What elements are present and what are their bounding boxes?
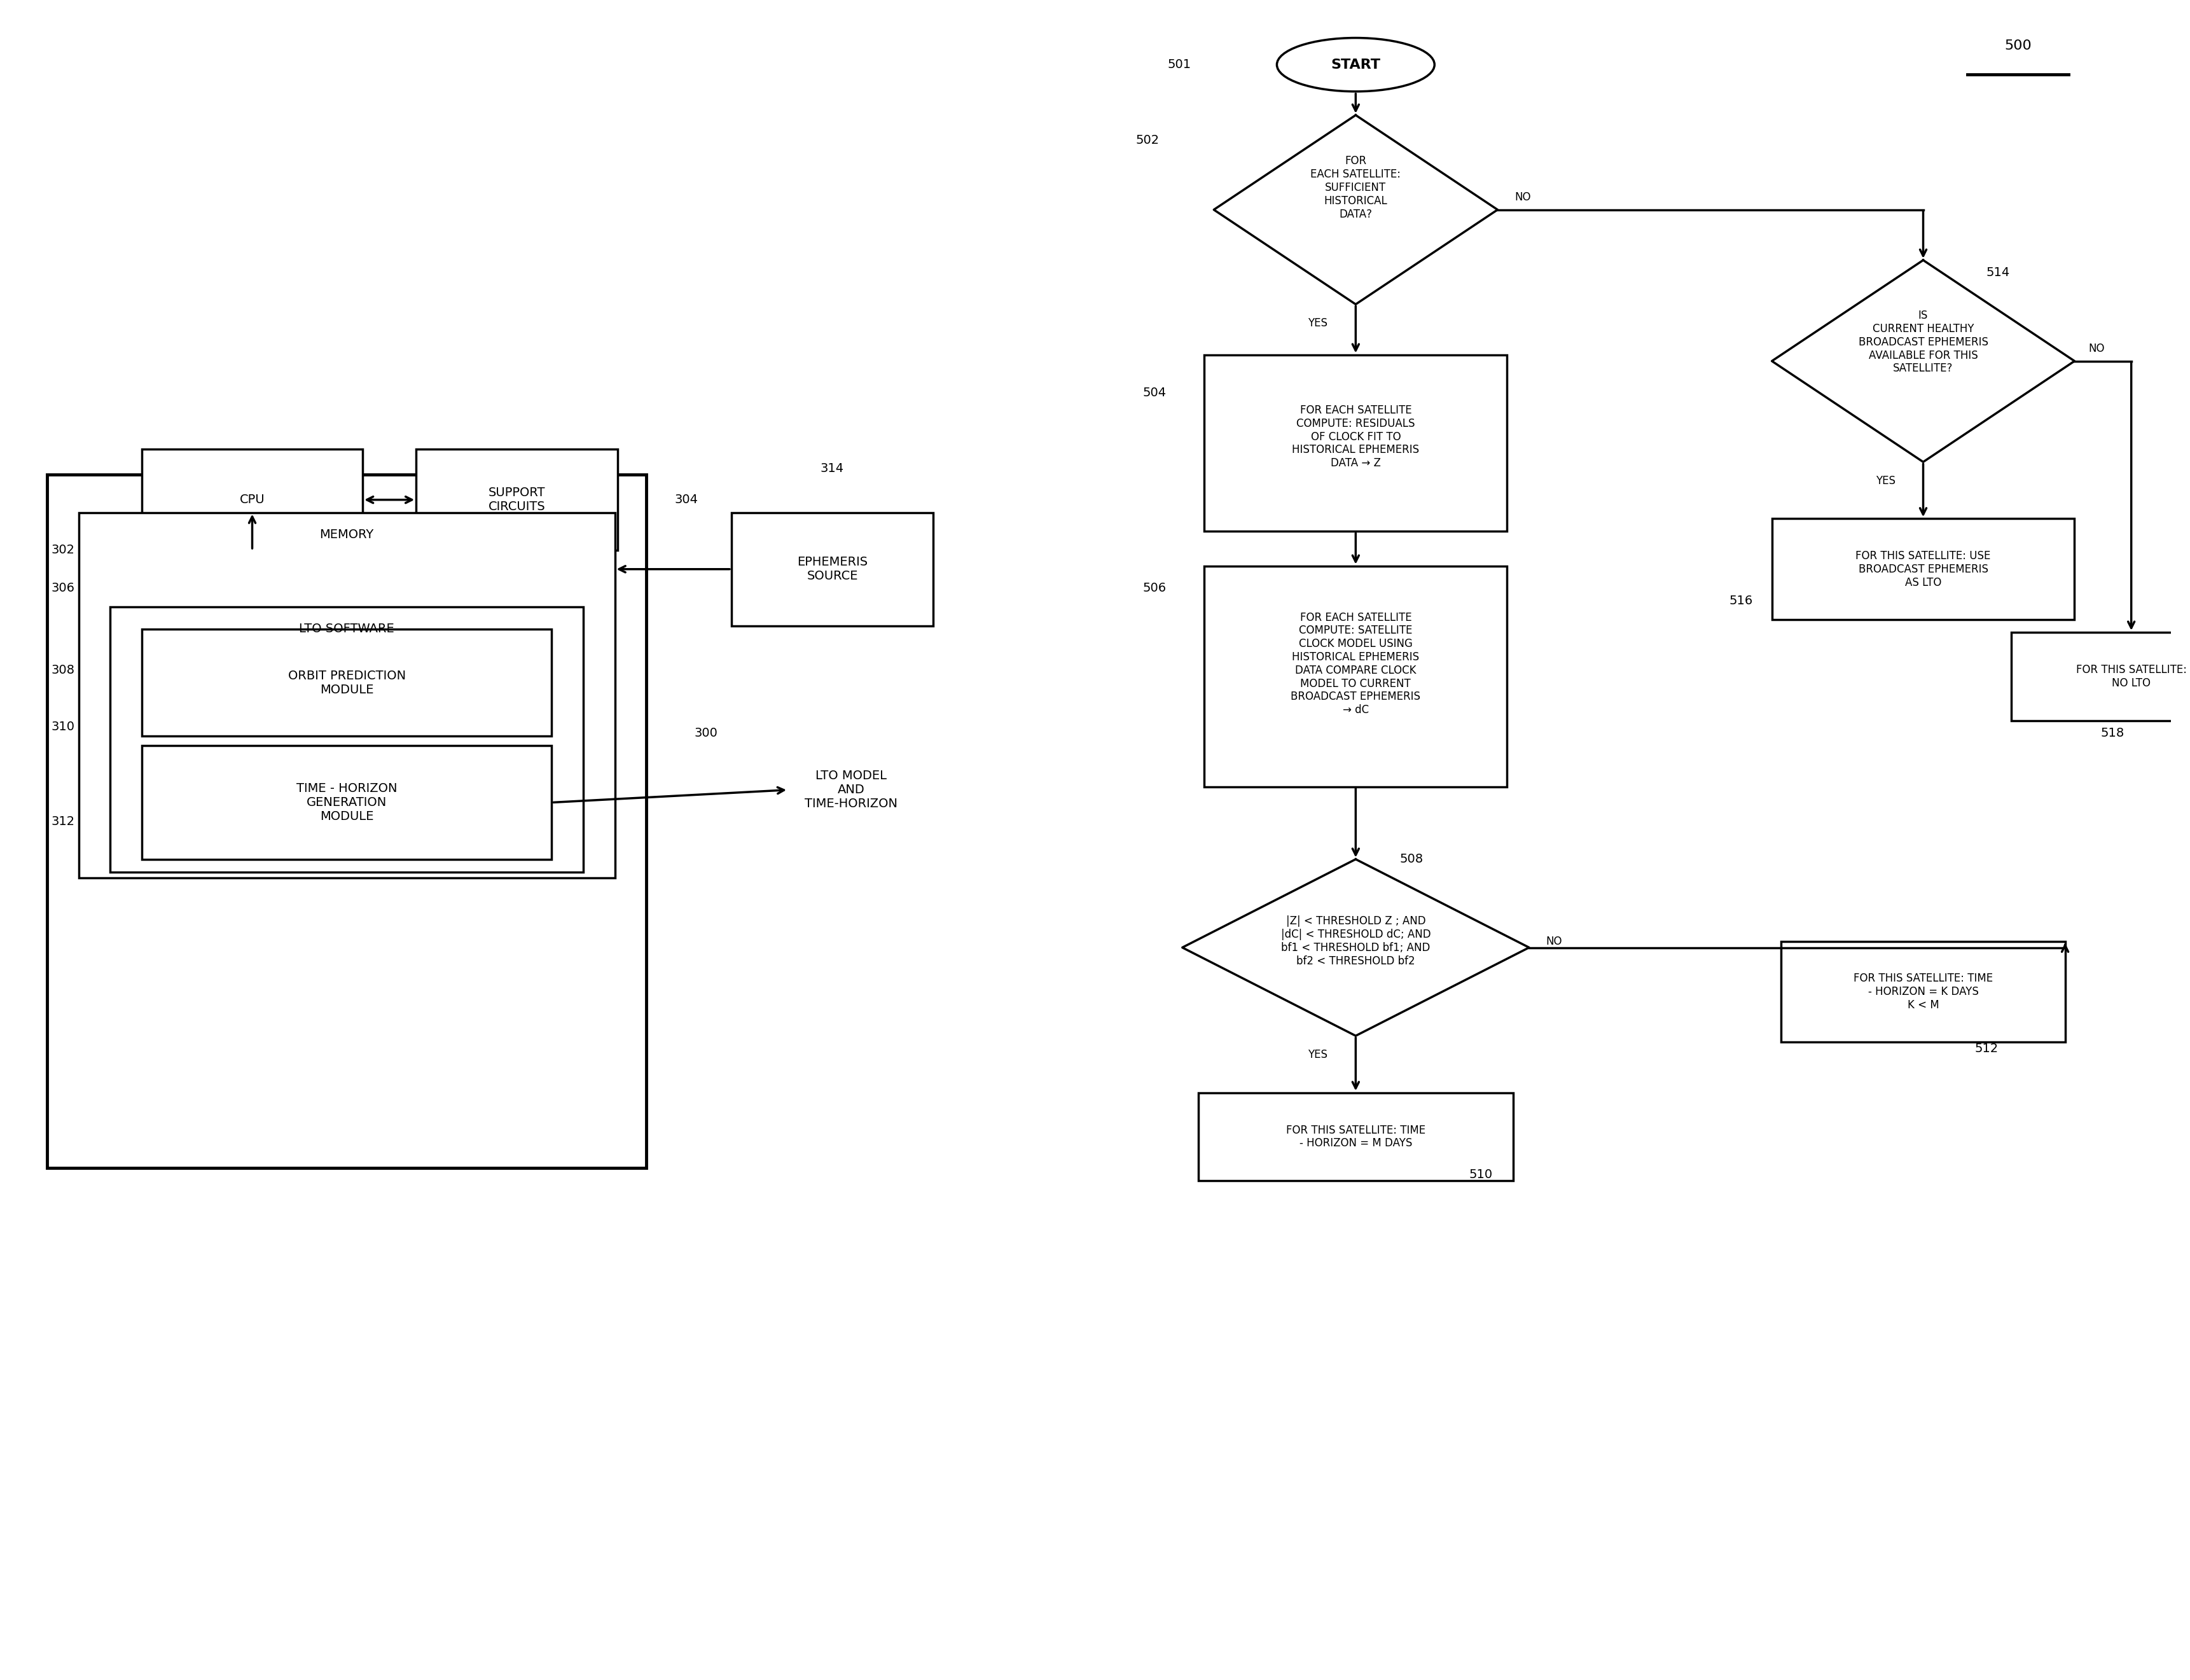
FancyBboxPatch shape bbox=[731, 512, 933, 627]
Text: MEMORY: MEMORY bbox=[320, 529, 374, 541]
Text: 510: 510 bbox=[1469, 1169, 1494, 1181]
Text: SUPPORT
CIRCUITS: SUPPORT CIRCUITS bbox=[488, 487, 545, 512]
Text: 308: 308 bbox=[50, 664, 74, 675]
Text: TIME - HORIZON
GENERATION
MODULE: TIME - HORIZON GENERATION MODULE bbox=[296, 783, 396, 823]
FancyBboxPatch shape bbox=[1772, 519, 2074, 620]
Text: LTO MODEL
AND
TIME-HORIZON: LTO MODEL AND TIME-HORIZON bbox=[804, 769, 898, 810]
Text: |Z| < THRESHOLD Z ; AND
|dC| < THRESHOLD dC; AND
bf1 < THRESHOLD bf1; AND
bf2 < : |Z| < THRESHOLD Z ; AND |dC| < THRESHOLD… bbox=[1281, 916, 1430, 966]
Text: 506: 506 bbox=[1143, 581, 1167, 595]
Text: 508: 508 bbox=[1399, 853, 1424, 865]
Text: FOR THIS SATELLITE:
NO LTO: FOR THIS SATELLITE: NO LTO bbox=[2076, 664, 2186, 689]
Text: FOR THIS SATELLITE: TIME
- HORIZON = M DAYS: FOR THIS SATELLITE: TIME - HORIZON = M D… bbox=[1286, 1124, 1426, 1149]
Text: FOR THIS SATELLITE: USE
BROADCAST EPHEMERIS
AS LTO: FOR THIS SATELLITE: USE BROADCAST EPHEME… bbox=[1855, 551, 1991, 588]
FancyBboxPatch shape bbox=[1204, 354, 1507, 531]
Ellipse shape bbox=[1277, 39, 1434, 91]
Text: 310: 310 bbox=[50, 721, 74, 732]
Text: 300: 300 bbox=[694, 727, 718, 739]
Polygon shape bbox=[1772, 260, 2074, 462]
FancyBboxPatch shape bbox=[1198, 1092, 1513, 1181]
Text: 312: 312 bbox=[50, 815, 74, 828]
Text: 306: 306 bbox=[50, 581, 74, 595]
Text: 314: 314 bbox=[821, 462, 843, 474]
Text: YES: YES bbox=[1875, 475, 1894, 487]
Text: YES: YES bbox=[1307, 318, 1327, 329]
Text: 501: 501 bbox=[1167, 59, 1191, 71]
Text: IS
CURRENT HEALTHY
BROADCAST EPHEMERIS
AVAILABLE FOR THIS
SATELLITE?: IS CURRENT HEALTHY BROADCAST EPHEMERIS A… bbox=[1859, 309, 1989, 375]
Text: YES: YES bbox=[1307, 1048, 1327, 1060]
FancyBboxPatch shape bbox=[142, 746, 552, 858]
Text: FOR
EACH SATELLITE:
SUFFICIENT
HISTORICAL
DATA?: FOR EACH SATELLITE: SUFFICIENT HISTORICA… bbox=[1310, 156, 1402, 220]
FancyBboxPatch shape bbox=[142, 628, 552, 736]
Text: CPU: CPU bbox=[239, 494, 265, 506]
Polygon shape bbox=[1183, 858, 1529, 1037]
Text: FOR EACH SATELLITE
COMPUTE: SATELLITE
CLOCK MODEL USING
HISTORICAL EPHEMERIS
DAT: FOR EACH SATELLITE COMPUTE: SATELLITE CL… bbox=[1290, 612, 1421, 716]
Text: START: START bbox=[1332, 59, 1380, 71]
Text: FOR THIS SATELLITE: TIME
- HORIZON = K DAYS
K < M: FOR THIS SATELLITE: TIME - HORIZON = K D… bbox=[1853, 973, 1993, 1011]
FancyBboxPatch shape bbox=[1780, 941, 2065, 1042]
Text: 302: 302 bbox=[50, 544, 74, 556]
FancyBboxPatch shape bbox=[142, 449, 364, 551]
Text: 504: 504 bbox=[1143, 386, 1167, 398]
FancyBboxPatch shape bbox=[2010, 632, 2190, 721]
Text: 304: 304 bbox=[675, 494, 699, 506]
Text: EPHEMERIS
SOURCE: EPHEMERIS SOURCE bbox=[797, 556, 867, 583]
Text: NO: NO bbox=[1546, 936, 1561, 948]
FancyBboxPatch shape bbox=[48, 474, 646, 1168]
Text: LTO SOFTWARE: LTO SOFTWARE bbox=[300, 623, 394, 635]
Text: ORBIT PREDICTION
MODULE: ORBIT PREDICTION MODULE bbox=[287, 670, 405, 696]
Text: 500: 500 bbox=[2004, 39, 2032, 52]
Text: 514: 514 bbox=[1986, 267, 2010, 279]
Text: 512: 512 bbox=[1975, 1042, 1997, 1055]
Text: NO: NO bbox=[2089, 343, 2105, 354]
Text: NO: NO bbox=[1515, 192, 1531, 203]
FancyBboxPatch shape bbox=[79, 512, 615, 879]
FancyBboxPatch shape bbox=[110, 606, 583, 872]
Polygon shape bbox=[1213, 116, 1498, 304]
Text: 502: 502 bbox=[1137, 134, 1159, 146]
Text: FOR EACH SATELLITE
COMPUTE: RESIDUALS
OF CLOCK FIT TO
HISTORICAL EPHEMERIS
DATA : FOR EACH SATELLITE COMPUTE: RESIDUALS OF… bbox=[1292, 405, 1419, 469]
Text: 516: 516 bbox=[1730, 595, 1752, 606]
FancyBboxPatch shape bbox=[1204, 566, 1507, 786]
FancyBboxPatch shape bbox=[416, 449, 618, 551]
Text: 518: 518 bbox=[2100, 727, 2124, 739]
